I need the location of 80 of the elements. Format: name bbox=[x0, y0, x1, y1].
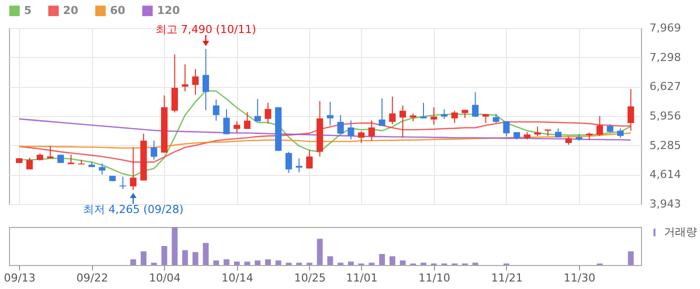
x-tick-label: 11/10 bbox=[418, 272, 450, 284]
bar bbox=[224, 259, 230, 265]
line-series bbox=[18, 121, 632, 163]
bar bbox=[348, 262, 354, 265]
bar bbox=[172, 227, 178, 265]
candlestick bbox=[326, 101, 334, 126]
annotation: 최고 7,490 (10/11) bbox=[155, 22, 256, 36]
legend-label: 120 bbox=[157, 4, 180, 17]
legend-label: 거래량 bbox=[664, 226, 697, 238]
x-tick-label: 10/14 bbox=[222, 272, 254, 284]
candlestick bbox=[98, 163, 106, 176]
candlestick bbox=[337, 114, 344, 134]
candlestick bbox=[358, 130, 365, 144]
bar bbox=[400, 260, 406, 265]
bar bbox=[182, 250, 188, 265]
x-tick-label: 09/13 bbox=[4, 272, 36, 284]
candlestick bbox=[26, 157, 33, 170]
candlestick bbox=[264, 102, 272, 124]
candlestick bbox=[430, 106, 438, 126]
candlestick bbox=[451, 110, 458, 124]
bar bbox=[140, 251, 146, 265]
candlestick bbox=[120, 176, 126, 190]
bar bbox=[130, 259, 136, 265]
candlestick bbox=[368, 120, 375, 142]
y-tick-label: 5,956 bbox=[650, 110, 681, 122]
candlestick bbox=[223, 108, 230, 135]
candlestick bbox=[420, 102, 427, 119]
candlestick bbox=[244, 112, 251, 130]
candlestick bbox=[306, 150, 313, 170]
x-tick-label: 10/04 bbox=[148, 272, 181, 284]
x-tick-label: 11/21 bbox=[491, 272, 523, 284]
candlestick bbox=[534, 126, 541, 136]
candlestick bbox=[192, 68, 199, 96]
candlestick bbox=[150, 140, 158, 160]
bar bbox=[327, 256, 334, 265]
candlestick bbox=[472, 92, 479, 118]
candlestick bbox=[130, 146, 136, 190]
candlestick bbox=[399, 104, 406, 138]
bar bbox=[389, 256, 396, 265]
candlestick bbox=[212, 99, 220, 122]
y-tick-label: 5,285 bbox=[650, 138, 681, 152]
legend-label: 60 bbox=[110, 4, 126, 17]
bar bbox=[161, 246, 168, 265]
y-tick-label: 7,298 bbox=[650, 50, 681, 64]
bar bbox=[213, 260, 220, 265]
candlestick bbox=[596, 116, 603, 136]
candlestick bbox=[378, 98, 386, 126]
bar bbox=[316, 238, 323, 265]
bar bbox=[265, 259, 271, 265]
bar bbox=[628, 251, 634, 265]
bar bbox=[234, 262, 240, 265]
y-tick-label: 7,969 bbox=[650, 22, 681, 34]
bar bbox=[254, 260, 261, 265]
bar bbox=[192, 252, 198, 265]
candlestick bbox=[389, 96, 396, 125]
candlestick bbox=[285, 151, 292, 174]
candlestick bbox=[254, 98, 261, 122]
y-tick-label: 6,627 bbox=[650, 80, 681, 94]
bar bbox=[275, 260, 282, 265]
x-tick-label: 11/30 bbox=[564, 272, 596, 284]
bar bbox=[244, 262, 250, 265]
candlestick bbox=[628, 88, 634, 132]
candlestick bbox=[171, 54, 178, 113]
candlestick bbox=[492, 113, 500, 124]
bar bbox=[379, 254, 385, 265]
x-tick-label: 09/22 bbox=[76, 272, 108, 284]
x-tick-label: 11/01 bbox=[346, 272, 378, 284]
candlestick bbox=[202, 48, 210, 111]
candlestick bbox=[348, 120, 354, 140]
candlestick bbox=[234, 120, 240, 134]
legend-label: 5 bbox=[24, 4, 32, 17]
candlestick bbox=[617, 128, 624, 138]
candlestick bbox=[554, 128, 562, 138]
bar bbox=[202, 242, 209, 265]
y-tick-label: 4,614 bbox=[650, 168, 681, 182]
y-tick-label: 3,943 bbox=[650, 198, 681, 210]
candlestick bbox=[503, 120, 510, 138]
legend-label: 20 bbox=[63, 4, 79, 17]
annotation: 최저 4,265 (09/28) bbox=[82, 202, 184, 216]
x-tick-label: 10/25 bbox=[294, 272, 326, 284]
